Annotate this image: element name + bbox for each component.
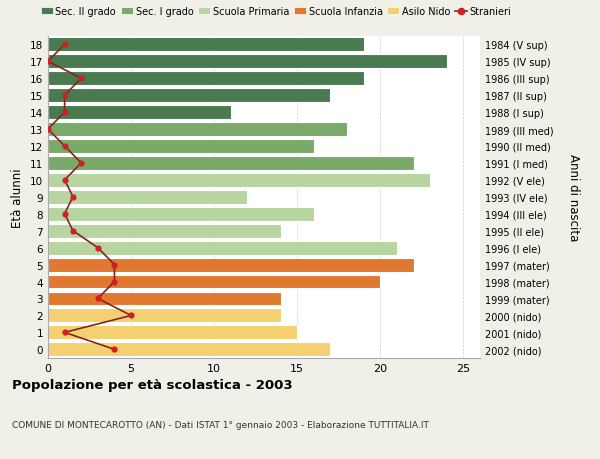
Bar (48, 326, 297, 340)
Bar (48, 342, 331, 357)
Bar (48, 309, 281, 323)
Bar (48, 258, 413, 272)
Y-axis label: Anni di nascita: Anni di nascita (568, 154, 580, 241)
Text: COMUNE DI MONTECAROTTO (AN) - Dati ISTAT 1° gennaio 2003 - Elaborazione TUTTITAL: COMUNE DI MONTECAROTTO (AN) - Dati ISTAT… (12, 420, 429, 429)
Legend: Sec. II grado, Sec. I grado, Scuola Primaria, Scuola Infanzia, Asilo Nido, Stran: Sec. II grado, Sec. I grado, Scuola Prim… (41, 7, 512, 17)
Bar (48, 292, 281, 306)
Bar (48, 207, 314, 221)
Bar (48, 241, 397, 255)
Bar (48, 174, 430, 187)
Bar (48, 190, 247, 204)
Bar (48, 38, 364, 52)
Bar (48, 157, 413, 170)
Y-axis label: Età alunni: Età alunni (11, 168, 25, 227)
Bar (48, 123, 347, 137)
Bar (48, 55, 447, 69)
Bar (48, 89, 331, 103)
Text: Popolazione per età scolastica - 2003: Popolazione per età scolastica - 2003 (12, 379, 293, 392)
Bar (48, 140, 314, 154)
Bar (48, 275, 380, 289)
Bar (48, 106, 231, 120)
Bar (48, 224, 281, 238)
Bar (48, 72, 364, 86)
